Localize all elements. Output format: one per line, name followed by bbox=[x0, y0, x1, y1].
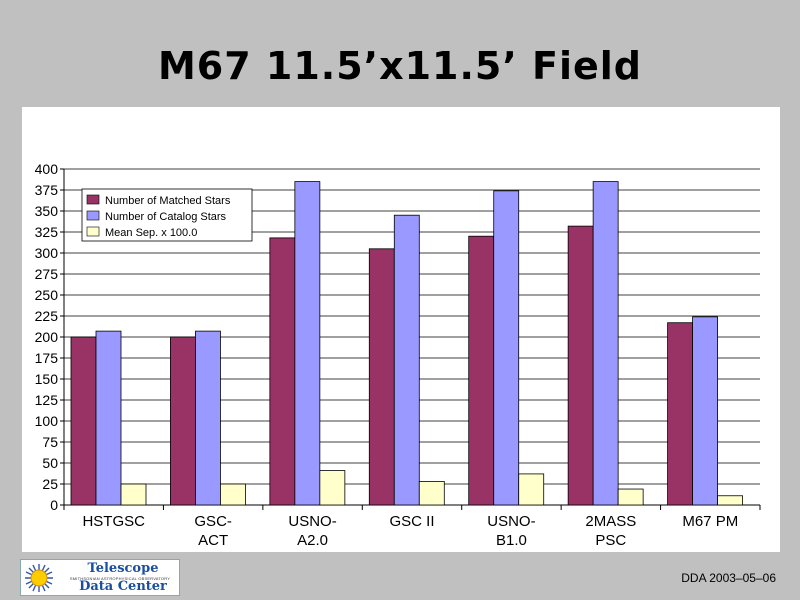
bar-2 bbox=[692, 316, 718, 506]
bar-2 bbox=[393, 214, 420, 506]
x-tick-label: 2MASS PSC bbox=[585, 513, 636, 549]
bar-3 bbox=[717, 495, 743, 506]
y-tick-label: 350 bbox=[35, 203, 59, 219]
bar-2 bbox=[294, 181, 321, 506]
y-tick-label: 225 bbox=[35, 308, 59, 324]
legend-label: Number of Catalog Stars bbox=[105, 211, 227, 223]
bar-3 bbox=[418, 481, 445, 506]
x-tick-label: USNO-B1.0 bbox=[487, 513, 535, 549]
bar-2 bbox=[95, 330, 122, 506]
x-tick-label: GSC II bbox=[389, 513, 434, 530]
bar-3 bbox=[518, 473, 545, 506]
y-tick-label: 150 bbox=[35, 371, 59, 387]
y-tick-label: 325 bbox=[35, 224, 59, 240]
x-tick-label: USNO-A2.0 bbox=[288, 513, 336, 549]
x-tick-label: M67 PM bbox=[682, 513, 738, 530]
chart-area: 0 25 50 75 100 125 150 175 200 225 250 275 300 325 350… bbox=[22, 107, 780, 552]
x-tick-label: HSTGSC bbox=[82, 513, 145, 530]
logo-line-2: SMITHSONIAN ASTROPHYSICAL OBSERVATORY bbox=[69, 576, 171, 581]
bar-2 bbox=[592, 181, 619, 506]
y-tick-label: 250 bbox=[35, 287, 59, 303]
bar-1 bbox=[70, 336, 97, 506]
legend-label: Mean Sep. x 100.0 bbox=[105, 227, 197, 239]
y-tick-label: 75 bbox=[42, 434, 58, 450]
y-tick-label: 0 bbox=[50, 497, 58, 513]
bar-chart: 0 25 50 75 100 125 150 175 200 225 250 275 300 325 350… bbox=[35, 161, 761, 549]
y-tick-label: 275 bbox=[35, 266, 59, 282]
y-tick-label: 175 bbox=[35, 350, 59, 366]
x-tick-label: GSC-ACT bbox=[194, 513, 232, 549]
footer-date: DDA 2003–05–06 bbox=[681, 571, 776, 585]
bar-1 bbox=[468, 235, 495, 506]
telescope-data-center-logo: Telescope SMITHSONIAN ASTROPHYSICAL OBSE… bbox=[20, 559, 180, 596]
slide-title: M67 11.5’x11.5’ Field bbox=[157, 44, 643, 88]
legend-swatch bbox=[86, 194, 100, 205]
bar-3 bbox=[617, 488, 644, 506]
bar-3 bbox=[319, 470, 346, 506]
y-tick-label: 50 bbox=[42, 455, 58, 471]
bar-3 bbox=[220, 483, 246, 506]
y-tick-label: 200 bbox=[35, 329, 59, 345]
bar-3 bbox=[120, 483, 147, 506]
y-tick-label: 100 bbox=[35, 413, 59, 429]
bar-1 bbox=[368, 248, 395, 506]
legend-label: Number of Matched Stars bbox=[105, 195, 231, 207]
logo-line-3: Data Center bbox=[79, 579, 167, 594]
bar-1 bbox=[170, 336, 196, 506]
y-tick-label: 375 bbox=[35, 182, 59, 198]
sun-icon bbox=[25, 564, 53, 592]
bar-2 bbox=[493, 190, 520, 506]
legend-box bbox=[81, 188, 253, 242]
legend-swatch bbox=[86, 226, 100, 237]
bar-1 bbox=[269, 237, 296, 506]
y-tick-label: 25 bbox=[42, 476, 58, 492]
y-tick-label: 400 bbox=[35, 161, 59, 177]
legend-swatch bbox=[86, 210, 100, 221]
bar-1 bbox=[667, 322, 693, 506]
bar-1 bbox=[567, 225, 594, 506]
y-tick-label: 125 bbox=[35, 392, 59, 408]
y-tick-label: 300 bbox=[35, 245, 59, 261]
bar-2 bbox=[195, 330, 221, 506]
logo-line-1: Telescope bbox=[87, 561, 159, 576]
